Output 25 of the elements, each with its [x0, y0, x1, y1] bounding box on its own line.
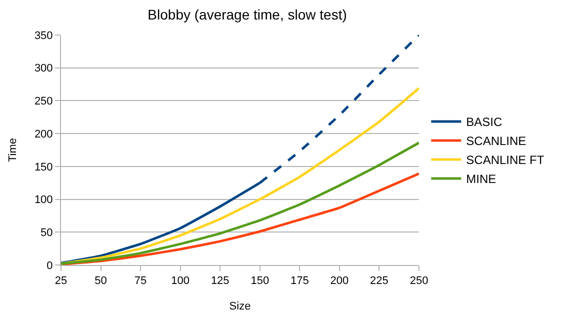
x-tick-label: 150	[250, 275, 270, 288]
chart-title: Blobby (average time, slow test)	[148, 6, 347, 22]
legend-label: SCANLINE FT	[466, 153, 545, 168]
x-tick-label: 50	[94, 275, 107, 288]
y-tick-label: 300	[34, 62, 53, 75]
y-tick-label: 200	[34, 128, 53, 140]
legend-label: SCANLINE	[466, 134, 526, 148]
x-tick-label: 250	[410, 275, 428, 288]
x-tick-label: 175	[290, 275, 309, 288]
x-tick-label: 100	[171, 275, 190, 288]
x-axis-title: Size	[229, 300, 251, 312]
x-tick-label: 225	[370, 275, 388, 288]
legend-label: BASIC	[466, 115, 503, 130]
y-tick-label: 350	[34, 30, 53, 42]
y-tick-label: 250	[34, 96, 53, 108]
x-tick-label: 75	[134, 275, 147, 288]
y-tick-label: 0	[46, 260, 53, 272]
y-tick-label: 50	[40, 226, 53, 239]
y-tick-label: 100	[34, 194, 53, 206]
x-tick-label: 200	[330, 275, 349, 288]
y-tick-label: 150	[34, 161, 53, 174]
x-tick-label: 25	[54, 275, 68, 288]
x-tick-label: 125	[210, 275, 230, 288]
legend-label: MINE	[466, 172, 496, 186]
y-axis-title: Time	[7, 138, 20, 162]
